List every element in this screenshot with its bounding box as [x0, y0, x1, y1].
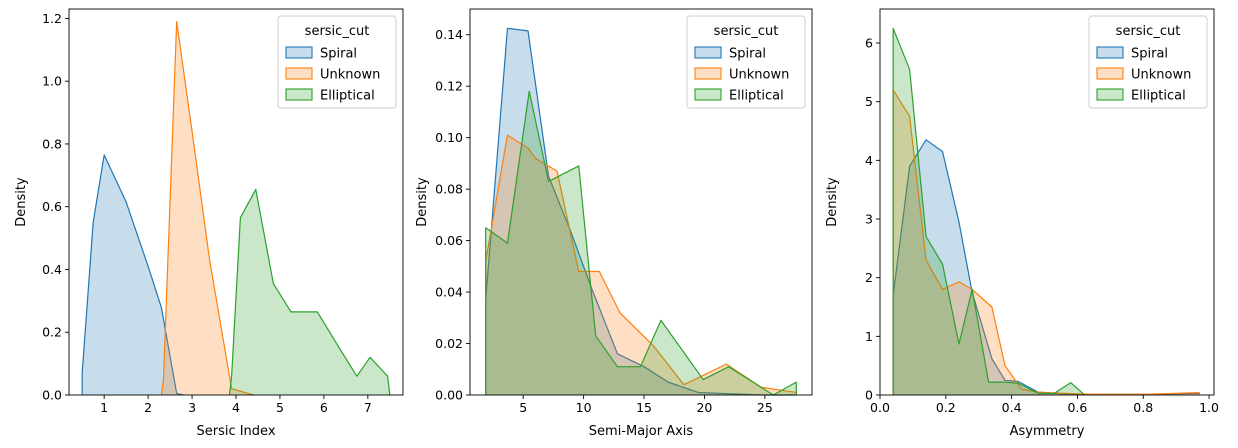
y-tick-label: 0.10	[435, 130, 463, 145]
legend: sersic_cut Spiral Unknown Elliptical	[1088, 15, 1208, 109]
series-area-unknown	[161, 21, 254, 396]
y-axis-label: Density	[14, 177, 29, 227]
series-area-elliptical	[229, 189, 390, 395]
legend-swatch-spiral	[1096, 46, 1124, 59]
legend-title: sersic_cut	[1116, 24, 1181, 39]
y-axis-label: Density	[415, 177, 430, 227]
legend-title: sersic_cut	[714, 24, 779, 39]
y-axis-label: Density	[825, 177, 840, 227]
x-tick-label: 3	[188, 400, 196, 415]
x-tick-label: 1.0	[1199, 400, 1219, 415]
y-tick-label: 1.2	[42, 11, 62, 26]
legend-frame	[277, 15, 397, 109]
axes-frame	[469, 8, 813, 396]
series-area-spiral	[485, 28, 796, 396]
y-tick-label: 0.8	[42, 136, 62, 151]
x-axis-label: Sersic Index	[196, 424, 275, 439]
x-axis-label: Asymmetry	[1010, 424, 1085, 439]
series-line-spiral	[485, 27, 796, 396]
y-tick-label: 1	[865, 329, 873, 344]
legend-swatch-unknown	[694, 67, 722, 80]
x-tick-label: 4	[232, 400, 240, 415]
series-line-unknown	[892, 89, 1200, 396]
y-tick-label: 0	[865, 388, 873, 403]
legend-title: sersic_cut	[305, 24, 370, 39]
legend-swatch-unknown	[285, 67, 313, 80]
subplot-3: 0.0 0.2 0.4 0.6 0.8 1.0 0 1 2 3 4 5 6 Asymmetry Densit…	[825, 8, 1219, 439]
legend-label-spiral: Spiral	[1131, 47, 1168, 62]
y-tick-label: 0.14	[435, 27, 463, 42]
series-area-unknown	[485, 135, 797, 395]
y-tick-label: 2	[865, 270, 873, 285]
y-tick-label: 0.04	[435, 285, 463, 300]
series-area-spiral	[82, 154, 184, 395]
series-area-unknown	[893, 89, 1200, 395]
y-tick-label: 0.4	[42, 262, 62, 277]
series-area-spiral	[893, 139, 1200, 395]
subplot-1: 1 2 3 4 5 6 7 0.0 0.2 0.4 0.6 0.8 1.0 1.2 Sersic Index…	[14, 8, 404, 439]
legend-swatch-elliptical	[1096, 88, 1124, 101]
x-tick-label: 2	[144, 400, 152, 415]
y-tick-label: 1.0	[42, 74, 62, 89]
series-line-elliptical	[892, 27, 1085, 396]
legend-label-spiral: Spiral	[729, 47, 766, 62]
x-tick-label: 7	[364, 400, 372, 415]
y-tick-label: 6	[865, 36, 873, 51]
x-tick-label: 0.8	[1133, 400, 1153, 415]
subplot-2: 5 10 15 20 25 0.00 0.02 0.04 0.06 0.08 0.10 0.12 0.1…	[415, 8, 813, 439]
legend-swatch-spiral	[694, 46, 722, 59]
y-tick-label: 0.02	[435, 336, 463, 351]
y-tick-label: 4	[865, 153, 873, 168]
x-tick-label: 20	[696, 400, 712, 415]
series-line-elliptical	[485, 90, 797, 396]
y-tick-label: 0.2	[42, 325, 62, 340]
x-tick-label: 15	[636, 400, 652, 415]
y-tick-label: 5	[865, 94, 873, 109]
legend-frame	[686, 15, 806, 109]
legend-label-elliptical: Elliptical	[1131, 89, 1186, 104]
legend-swatch-spiral	[285, 46, 313, 59]
series-area-elliptical	[485, 91, 797, 395]
legend-frame	[1088, 15, 1208, 109]
y-tick-label: 0.12	[435, 79, 463, 94]
legend-label-spiral: Spiral	[320, 47, 357, 62]
series-line-spiral	[81, 154, 184, 396]
axes-frame	[879, 8, 1215, 396]
legend: sersic_cut Spiral Unknown Elliptical	[686, 15, 806, 109]
series-area-elliptical	[893, 28, 1085, 396]
x-tick-label: 5	[276, 400, 284, 415]
legend-swatch-elliptical	[285, 88, 313, 101]
y-tick-label: 3	[865, 212, 873, 227]
series-line-elliptical	[228, 188, 391, 396]
x-tick-label: 0.6	[1067, 400, 1087, 415]
x-tick-label: 6	[320, 400, 328, 415]
legend-label-unknown: Unknown	[729, 68, 789, 83]
series-line-unknown	[160, 20, 254, 396]
y-tick-label: 0.06	[435, 233, 463, 248]
x-axis-label: Semi-Major Axis	[589, 424, 694, 439]
y-tick-label: 0.0	[42, 388, 62, 403]
legend-label-elliptical: Elliptical	[320, 89, 375, 104]
x-tick-label: 10	[576, 400, 592, 415]
legend-label-unknown: Unknown	[1131, 68, 1191, 83]
y-tick-label: 0.08	[435, 182, 463, 197]
legend-swatch-elliptical	[694, 88, 722, 101]
legend: sersic_cut Spiral Unknown Elliptical	[277, 15, 397, 109]
x-tick-label: 0.2	[936, 400, 956, 415]
x-tick-label: 0.4	[1002, 400, 1022, 415]
legend-label-unknown: Unknown	[320, 68, 380, 83]
x-tick-label: 1	[100, 400, 108, 415]
legend-label-elliptical: Elliptical	[729, 89, 784, 104]
y-tick-label: 0.00	[435, 388, 463, 403]
x-tick-label: 5	[519, 400, 527, 415]
x-tick-label: 25	[757, 400, 773, 415]
x-tick-label: 0.0	[870, 400, 890, 415]
y-tick-label: 0.6	[42, 199, 62, 214]
legend-swatch-unknown	[1096, 67, 1124, 80]
